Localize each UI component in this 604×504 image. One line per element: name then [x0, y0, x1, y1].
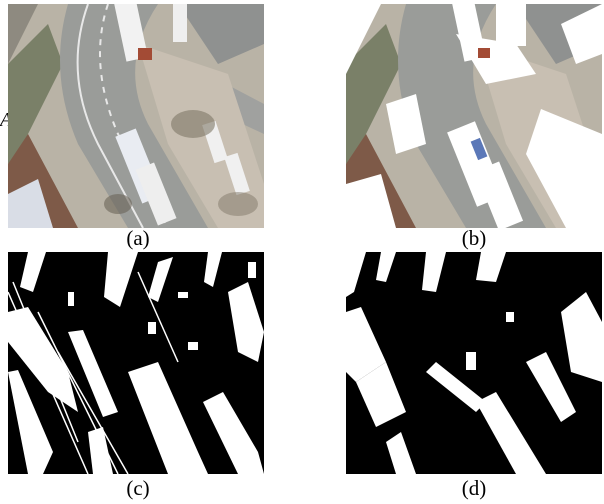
caption-a: (a) — [126, 226, 150, 250]
panel-a-aerial-image — [8, 4, 264, 228]
panel-b-detection-overlay — [346, 4, 602, 228]
caption-b: (b) — [461, 226, 487, 250]
panel-d-smoothed-mask — [346, 252, 602, 474]
caption-c: (c) — [126, 476, 150, 500]
caption-d: (d) — [461, 476, 487, 500]
panel-c-binary-mask — [8, 252, 264, 474]
